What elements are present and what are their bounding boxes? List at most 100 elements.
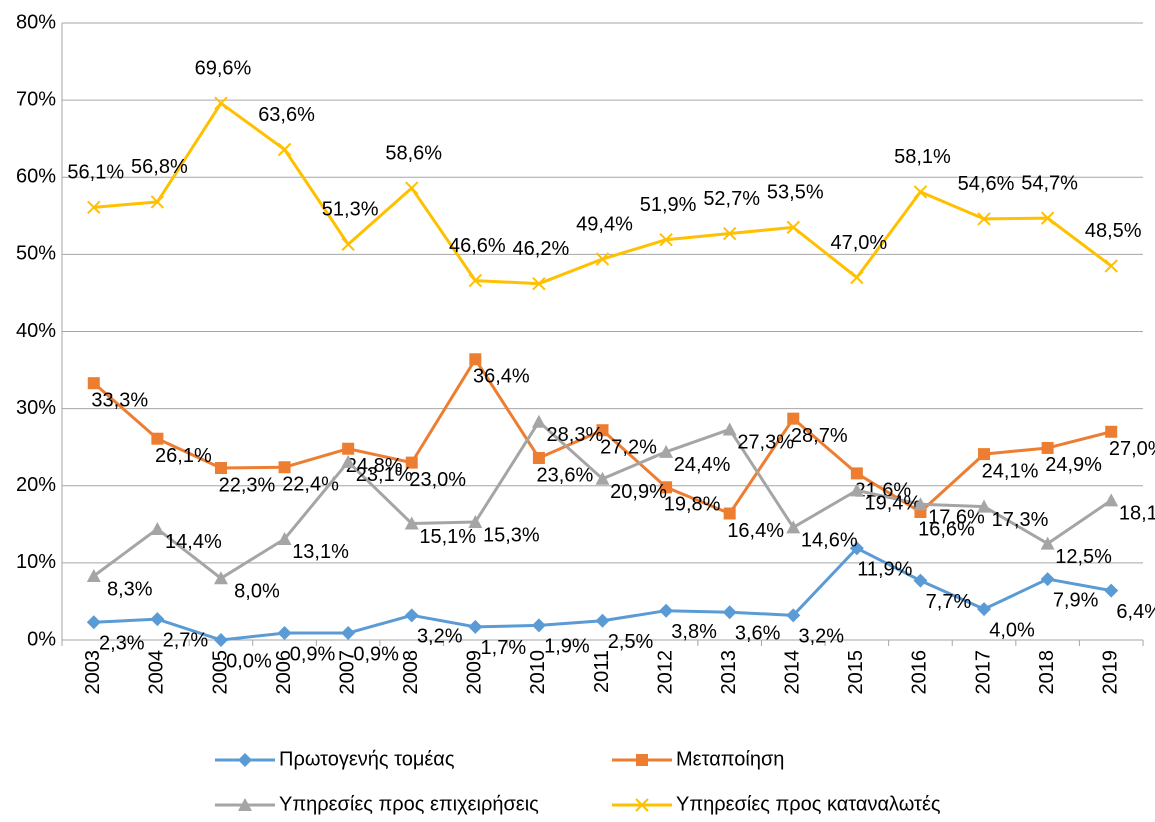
- data-label: 33,3%: [91, 389, 148, 411]
- x-tick-label: 2011: [591, 650, 613, 693]
- marker: [341, 237, 355, 252]
- data-label: 20,9%: [610, 481, 667, 503]
- x-tick-label: 2003: [82, 650, 104, 695]
- marker: [849, 483, 864, 497]
- marker: [469, 353, 482, 366]
- data-label: 12,5%: [1055, 546, 1112, 568]
- marker: [1041, 441, 1054, 454]
- data-label: 63,6%: [258, 104, 315, 126]
- marker: [1104, 583, 1119, 598]
- data-label: 11,9%: [857, 559, 912, 581]
- data-label: 16,6%: [918, 518, 975, 540]
- marker: [214, 96, 228, 110]
- data-label: 3,8%: [671, 621, 717, 643]
- data-label: 46,2%: [513, 238, 570, 260]
- x-tick-label: 2010: [527, 650, 549, 695]
- marker: [977, 212, 991, 226]
- data-label: 17,6%: [928, 507, 985, 529]
- marker: [659, 233, 673, 247]
- marker: [1105, 425, 1118, 438]
- marker: [468, 619, 483, 634]
- data-label: 58,6%: [385, 142, 442, 164]
- data-label: 18,1%: [1119, 503, 1155, 525]
- data-label: 16,4%: [727, 520, 784, 542]
- data-label: 0,9%: [290, 643, 336, 665]
- data-label: 7,7%: [926, 591, 972, 613]
- data-label: 52,7%: [703, 188, 760, 210]
- marker: [1040, 536, 1055, 550]
- data-label: 2,7%: [163, 629, 209, 651]
- marker: [405, 181, 419, 195]
- data-label: 0,9%: [353, 643, 399, 665]
- marker: [468, 514, 483, 528]
- data-label: 23,6%: [537, 464, 594, 486]
- legend-label: Μεταποίηση: [676, 748, 784, 770]
- x-tick-label: 2013: [718, 650, 740, 695]
- marker: [86, 568, 101, 582]
- legend-label: Υπηρεσίες προς επιχειρήσεις: [279, 793, 539, 815]
- data-label: 28,7%: [791, 425, 848, 447]
- marker: [849, 541, 864, 556]
- marker: [660, 481, 673, 494]
- data-label: 19,8%: [664, 494, 721, 516]
- marker: [978, 448, 991, 461]
- marker: [150, 195, 165, 209]
- data-label: 15,3%: [483, 524, 540, 546]
- y-tick-label: 40%: [16, 320, 56, 342]
- marker: [722, 226, 737, 241]
- marker: [341, 454, 356, 468]
- data-label: 2,3%: [99, 633, 145, 655]
- x-tick-label: 2005: [209, 650, 231, 695]
- marker: [1040, 211, 1055, 225]
- x-tick-label: 2009: [464, 650, 486, 695]
- data-label: 53,5%: [767, 182, 824, 204]
- marker: [595, 252, 610, 266]
- data-label: 14,6%: [801, 530, 858, 552]
- data-label: 1,7%: [481, 637, 527, 659]
- data-label: 24,1%: [982, 460, 1039, 482]
- x-tick-label: 2016: [909, 650, 931, 695]
- data-label: 15,1%: [419, 526, 476, 548]
- data-label: 1,9%: [544, 636, 590, 658]
- marker: [722, 422, 737, 436]
- data-label: 49,4%: [576, 213, 633, 235]
- y-tick-label: 0%: [27, 628, 56, 650]
- marker: [786, 520, 801, 534]
- marker: [977, 602, 992, 617]
- data-label: 47,0%: [830, 232, 887, 254]
- data-label: 27,0%: [1109, 438, 1155, 460]
- data-label: 24,9%: [1045, 454, 1102, 476]
- data-label: 28,3%: [547, 424, 604, 446]
- legend-label: Πρωτογενής τομέας: [279, 748, 455, 770]
- data-label: 13,1%: [292, 541, 349, 563]
- marker: [850, 270, 864, 285]
- marker: [635, 798, 649, 812]
- marker: [238, 753, 252, 767]
- y-tick-label: 10%: [16, 551, 56, 573]
- marker: [636, 754, 648, 766]
- data-label: 8,0%: [234, 581, 280, 603]
- marker: [913, 573, 928, 588]
- data-label: 21,6%: [854, 480, 911, 502]
- data-label: 3,2%: [798, 626, 844, 648]
- y-tick-label: 80%: [16, 11, 56, 33]
- marker: [1104, 259, 1118, 273]
- marker: [786, 220, 800, 235]
- marker: [595, 613, 610, 628]
- data-label: 54,6%: [958, 173, 1015, 195]
- x-tick-label: 2018: [1036, 650, 1058, 695]
- data-label: 51,3%: [322, 199, 379, 221]
- x-tick-label: 2004: [146, 650, 168, 695]
- marker: [404, 516, 419, 530]
- x-tick-label: 2007: [336, 650, 358, 695]
- data-label: 23,0%: [409, 469, 466, 491]
- marker: [595, 471, 610, 485]
- data-label: 0,0%: [226, 650, 272, 672]
- marker: [532, 451, 545, 464]
- x-tick-label: 2019: [1099, 650, 1121, 695]
- marker: [214, 462, 227, 475]
- data-label: 23,1%: [356, 464, 413, 486]
- data-label: 26,1%: [155, 445, 212, 467]
- legend-label: Υπηρεσίες προς καταναλωτές: [676, 793, 941, 815]
